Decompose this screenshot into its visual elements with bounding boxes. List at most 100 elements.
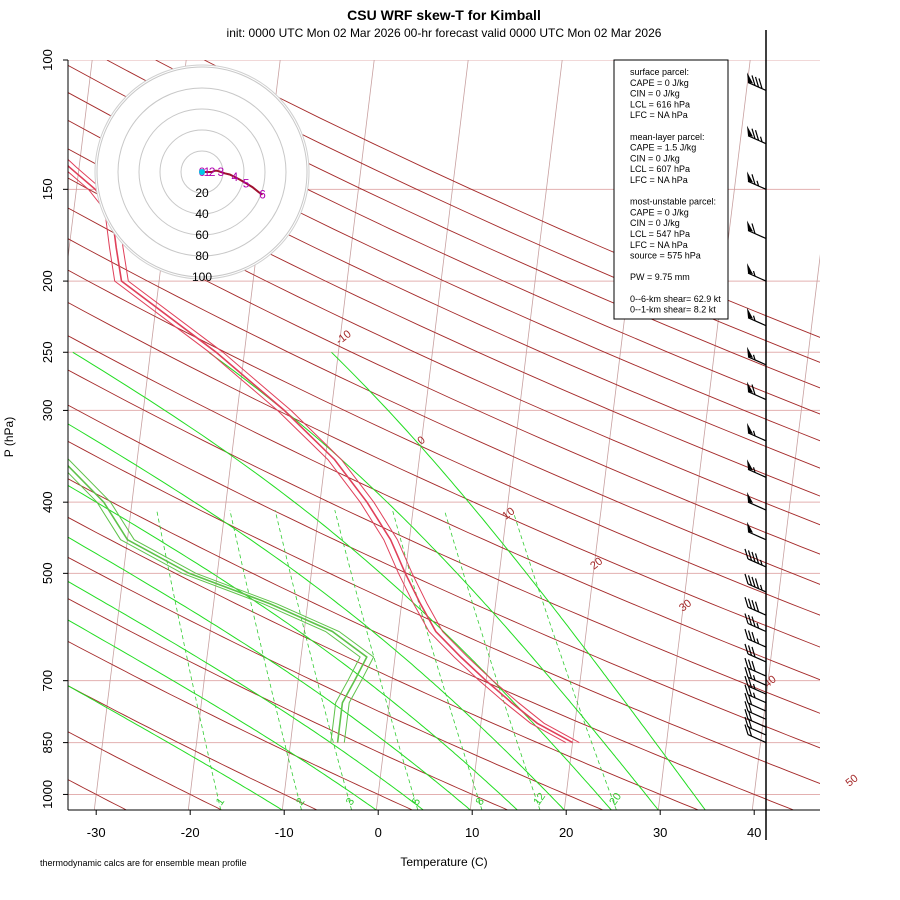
wind-barb-feather — [744, 613, 749, 624]
hodograph-point-label: 5 — [243, 176, 250, 190]
parcel-panel-line: mean-layer parcel: — [630, 132, 705, 142]
wind-barb-feather — [744, 684, 749, 695]
wind-barb-half-feather — [752, 315, 756, 321]
temperature-line — [68, 158, 580, 744]
wind-barb-feather — [754, 578, 760, 589]
wind-barb-feather — [744, 548, 749, 560]
wind-barb-feather — [747, 702, 753, 713]
parcel-panel-line: CIN = 0 J/kg — [630, 89, 680, 99]
wind-barb — [744, 628, 767, 648]
dry-adiabat — [68, 369, 820, 714]
parcel-panel-line: CAPE = 0 J/kg — [630, 207, 689, 217]
wind-barb-flag — [747, 72, 753, 84]
isotherm-label: 30 — [677, 597, 694, 614]
wind-barb-staff — [747, 468, 767, 478]
wind-barb-half-feather — [752, 270, 756, 277]
wind-barb-half-feather — [752, 467, 756, 473]
parcel-panel-line: 0--6-km shear= 62.9 kt — [630, 294, 721, 304]
pressure-tick-label: 150 — [40, 178, 55, 200]
wind-barb-feather — [751, 660, 756, 672]
wind-barb-feather — [754, 76, 760, 88]
dry-adiabat — [68, 64, 820, 415]
wind-barb — [744, 596, 767, 616]
wind-barb-feather — [744, 657, 749, 669]
isotherm-label: 10 — [500, 505, 517, 522]
wind-barb — [747, 422, 767, 442]
wind-barb-flag — [747, 307, 753, 319]
isotherm-line — [846, 60, 900, 810]
hodograph-ring-label: 60 — [195, 228, 209, 242]
dry-adiabat — [68, 148, 820, 497]
mixing-ratio-label: 3 — [344, 796, 357, 808]
dewpoint-line — [68, 464, 368, 743]
pressure-tick-label: 200 — [40, 270, 55, 292]
profile-lines — [68, 158, 580, 744]
mixing-ratio-label: 2 — [294, 796, 307, 808]
pressure-tick-label: 400 — [40, 491, 55, 513]
wind-barb-staff — [747, 135, 767, 145]
mixing-ratio-line — [512, 509, 617, 810]
mixing-ratio-line — [444, 509, 541, 810]
dry-adiabat — [106, 60, 820, 389]
pressure-tick-label: 850 — [40, 732, 55, 754]
wind-barb-half-feather — [752, 692, 756, 698]
parcel-panel-line: LFC = NA hPa — [630, 175, 688, 185]
wind-barb — [744, 684, 767, 704]
moist-adiabat — [68, 484, 518, 810]
wind-barb-staff — [747, 317, 767, 327]
parcel-panel-line: surface parcel: — [630, 67, 689, 77]
parcel-panel-line: LFC = NA hPa — [630, 110, 688, 120]
wind-barb — [747, 459, 767, 478]
wind-barb-feather — [747, 668, 753, 679]
wind-barb — [744, 667, 767, 686]
mixing-ratio-label: 1 — [214, 796, 227, 808]
wind-barb-flag — [747, 220, 753, 232]
wind-barb-staff — [747, 180, 767, 190]
wind-barb-feather — [747, 718, 753, 729]
dry-adiabat — [68, 731, 222, 810]
dewpoint-line — [68, 471, 361, 743]
wind-barb — [744, 643, 767, 663]
wind-barb-feather — [754, 601, 760, 612]
wind-barb-feather — [744, 573, 749, 585]
wind-barb — [747, 521, 767, 541]
mixing-ratio-label: 8 — [474, 796, 487, 808]
hodograph-storm-motion — [199, 169, 205, 175]
wind-barb-flag — [747, 459, 753, 471]
parcel-panel-line: LCL = 547 hPa — [630, 229, 690, 239]
hodograph-trace — [202, 169, 264, 196]
parcel-panel-line: CIN = 0 J/kg — [630, 218, 680, 228]
wind-barb — [747, 125, 767, 145]
isotherm-label: 0 — [415, 434, 427, 447]
mixing-ratio-line — [334, 509, 419, 810]
wind-barb-feather — [747, 694, 753, 705]
wind-barb — [747, 346, 767, 366]
wind-barb-staff — [747, 501, 767, 511]
wind-barb-feather — [744, 596, 749, 608]
wind-barb-feather — [747, 677, 753, 688]
dry-adiabat — [68, 335, 820, 681]
mixing-ratio-label: 20 — [607, 791, 624, 808]
wind-barb — [747, 220, 767, 240]
wind-barb-feather — [744, 709, 749, 720]
wind-barb-staff — [747, 432, 767, 442]
mixing-ratio-line — [156, 510, 222, 810]
hodograph-point-label: 4 — [231, 170, 238, 184]
pressure-tick-label: 300 — [40, 400, 55, 422]
temperature-tick-label: -10 — [275, 825, 294, 840]
temperature-tick-label: -20 — [181, 825, 200, 840]
pressure-tick-label: 500 — [40, 562, 55, 584]
dry-adiabat — [68, 556, 604, 810]
parcel-panel-line: CAPE = 0 J/kg — [630, 78, 689, 88]
dry-adiabat — [68, 269, 820, 616]
parcel-panel-line: LCL = 607 hPa — [630, 164, 690, 174]
wind-barb-feather — [747, 614, 753, 626]
wind-barb-flag — [747, 346, 753, 358]
moist-adiabat — [68, 536, 471, 810]
isotherm-label: 20 — [588, 555, 605, 572]
wind-barb-feather — [751, 576, 756, 588]
wind-barb-feather — [744, 643, 749, 655]
wind-barb-flag — [747, 125, 753, 137]
wind-barb-feather — [747, 659, 753, 670]
